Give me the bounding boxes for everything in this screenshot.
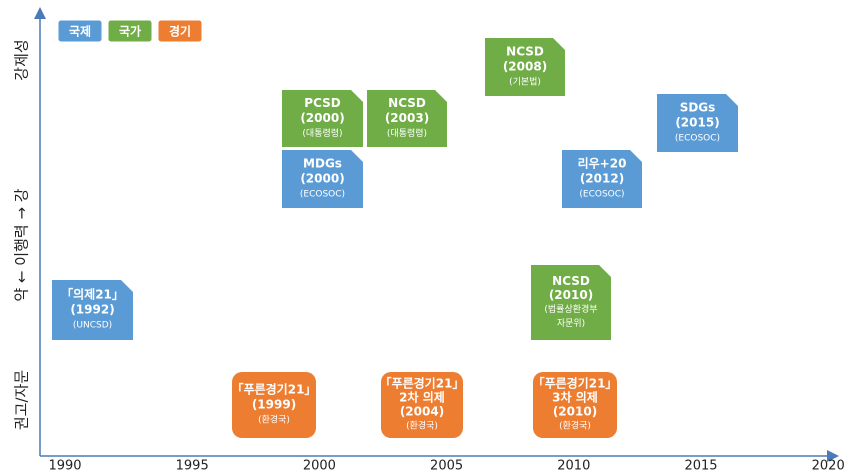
node-line: (대통령령) <box>302 127 342 139</box>
node-line: (ECOSOC) <box>675 134 720 144</box>
node-line: (2004) <box>400 405 444 419</box>
node-line: (환경국) <box>559 420 591 432</box>
legend-label: 국제 <box>69 25 91 39</box>
node-line: (법률상환경부 <box>544 303 597 315</box>
node-line: (환경국) <box>406 420 438 432</box>
legend-label: 경기 <box>169 24 191 39</box>
node-line: 「푸른경기21」 <box>380 376 465 391</box>
legend-swatch <box>157 19 203 43</box>
node-box <box>52 280 133 340</box>
node-box <box>367 90 447 147</box>
node-line: 3차 의제 <box>552 390 598 405</box>
node-line: (1992) <box>70 303 114 317</box>
legend-swatch <box>107 19 153 43</box>
node-line: (2012) <box>580 172 624 186</box>
node-box <box>533 372 617 438</box>
x-tick-label: 1995 <box>176 459 209 474</box>
node-line: NCSD <box>506 45 544 59</box>
y-label-top: 강제성 <box>13 39 31 80</box>
node-line: NCSD <box>388 96 426 110</box>
node-box <box>381 372 463 438</box>
node-line: 「푸른경기21」 <box>232 382 317 397</box>
node-line: (2003) <box>385 111 429 125</box>
node-line: (1999) <box>252 398 296 412</box>
x-tick-label: 2000 <box>303 459 336 474</box>
node-line: (2010) <box>553 405 597 419</box>
node-box <box>657 94 738 152</box>
node-line: 자문위) <box>557 318 585 329</box>
node-box <box>232 372 316 438</box>
x-tick-label: 2005 <box>430 459 463 474</box>
node-box <box>562 150 642 208</box>
node-line: 「의제21」 <box>61 287 124 302</box>
legend-swatch <box>57 19 103 43</box>
legend-label: 국가 <box>119 24 141 39</box>
node-line: (환경국) <box>258 414 290 426</box>
node-box <box>282 90 363 147</box>
node-line: PCSD <box>304 96 340 110</box>
y-label-middle: 약 ← 이행력 → 강 <box>13 188 31 301</box>
node-line: 「푸른경기21」 <box>533 376 618 391</box>
node-line: (대통령령) <box>387 127 427 139</box>
node-line: (기본법) <box>509 77 541 88</box>
node-box <box>282 150 363 208</box>
node-line: (UNCSD) <box>73 321 112 331</box>
node-line: NCSD <box>552 274 590 288</box>
x-tick-label: 2020 <box>812 459 845 474</box>
node-line: 리우+20 <box>578 156 627 171</box>
node-line: (2000) <box>300 111 344 125</box>
node-line: (2010) <box>549 288 593 302</box>
node-line: MDGs <box>303 157 342 171</box>
node-line: (2000) <box>300 172 344 186</box>
node-box <box>485 38 565 96</box>
node-line: (ECOSOC) <box>300 190 345 200</box>
y-label-bottom: 권고/자문 <box>13 370 31 430</box>
node-box <box>531 265 611 340</box>
node-line: 2차 의제 <box>399 390 445 405</box>
x-tick-label: 2010 <box>557 459 590 474</box>
x-tick-label: 1990 <box>48 459 81 474</box>
node-line: (ECOSOC) <box>579 190 624 200</box>
node-line: (2008) <box>503 60 547 74</box>
x-tick-label: 2015 <box>684 459 717 474</box>
node-line: SDGs <box>680 101 716 115</box>
node-line: (2015) <box>675 116 719 130</box>
